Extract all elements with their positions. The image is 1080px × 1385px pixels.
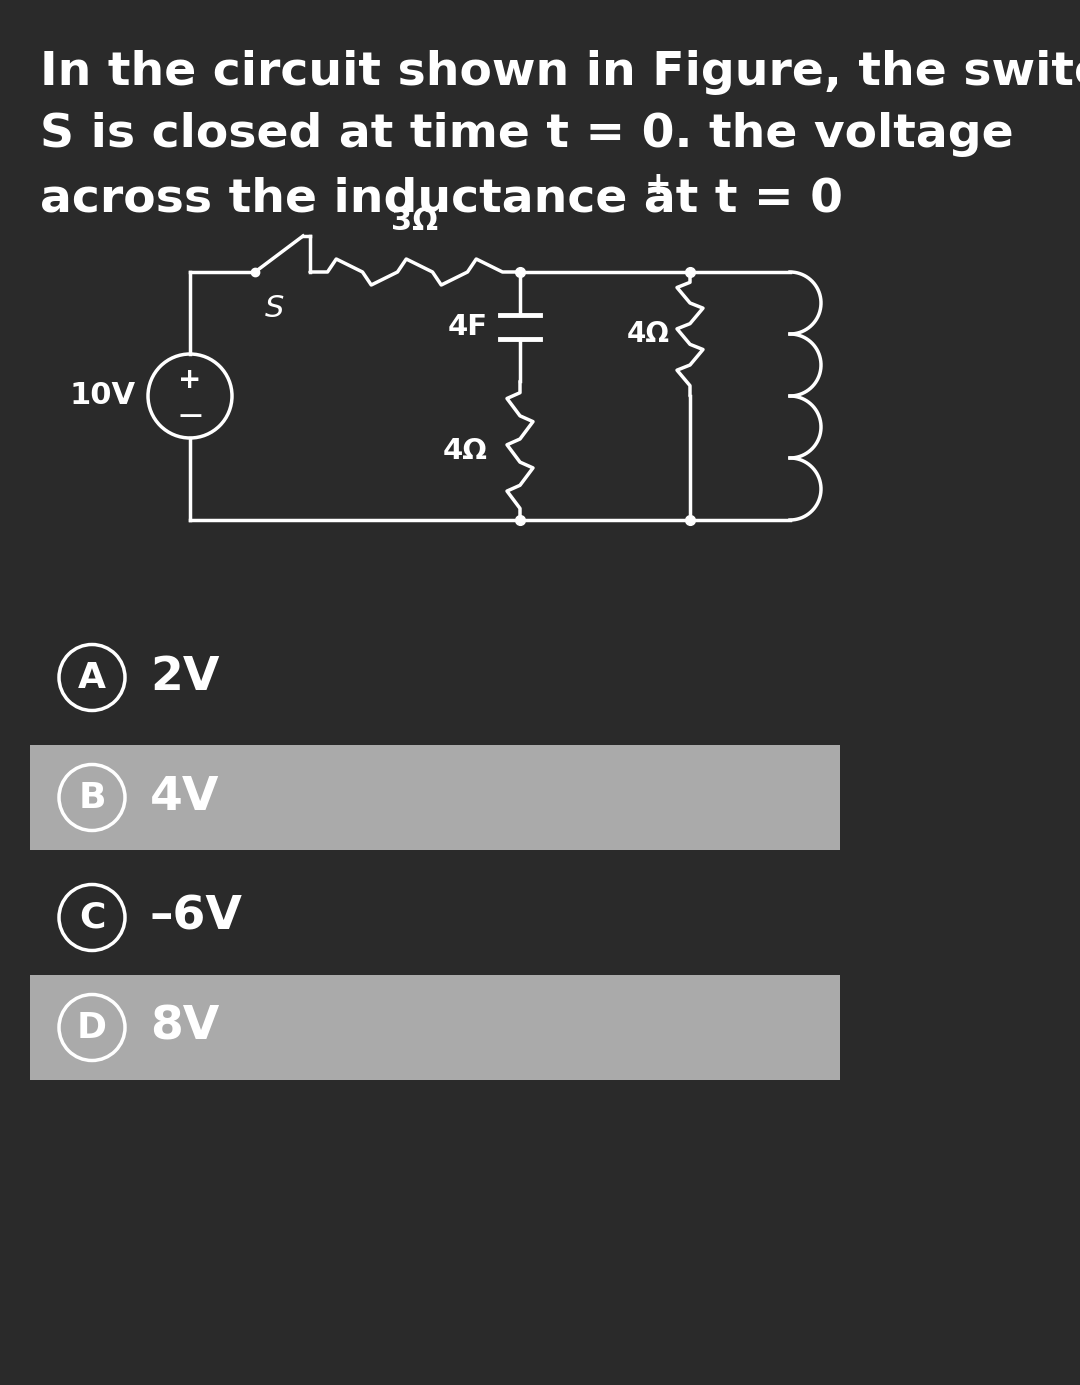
FancyBboxPatch shape [30, 745, 840, 850]
Text: –6V: –6V [150, 895, 243, 940]
FancyBboxPatch shape [30, 975, 840, 1080]
Text: B: B [78, 781, 106, 814]
Text: D: D [77, 1011, 107, 1044]
Text: 4Ω: 4Ω [443, 436, 488, 464]
Text: S: S [265, 294, 284, 323]
Text: 4Ω: 4Ω [627, 320, 670, 348]
Text: 4V: 4V [150, 776, 219, 820]
Text: In the circuit shown in Figure, the switch: In the circuit shown in Figure, the swit… [40, 50, 1080, 96]
Text: across the inductance at t = 0: across the inductance at t = 0 [40, 176, 843, 222]
Text: S is closed at time t = 0. the voltage: S is closed at time t = 0. the voltage [40, 112, 1014, 157]
Text: +: + [178, 366, 202, 395]
Text: 3Ω: 3Ω [391, 206, 438, 235]
Text: 4F: 4F [448, 313, 488, 341]
Text: 8V: 8V [150, 1006, 219, 1050]
Text: 10V: 10V [70, 381, 136, 410]
Text: −: − [176, 400, 204, 432]
Text: +: + [645, 170, 672, 201]
Text: A: A [78, 661, 106, 694]
Text: 2V: 2V [150, 655, 219, 699]
Text: C: C [79, 900, 105, 935]
